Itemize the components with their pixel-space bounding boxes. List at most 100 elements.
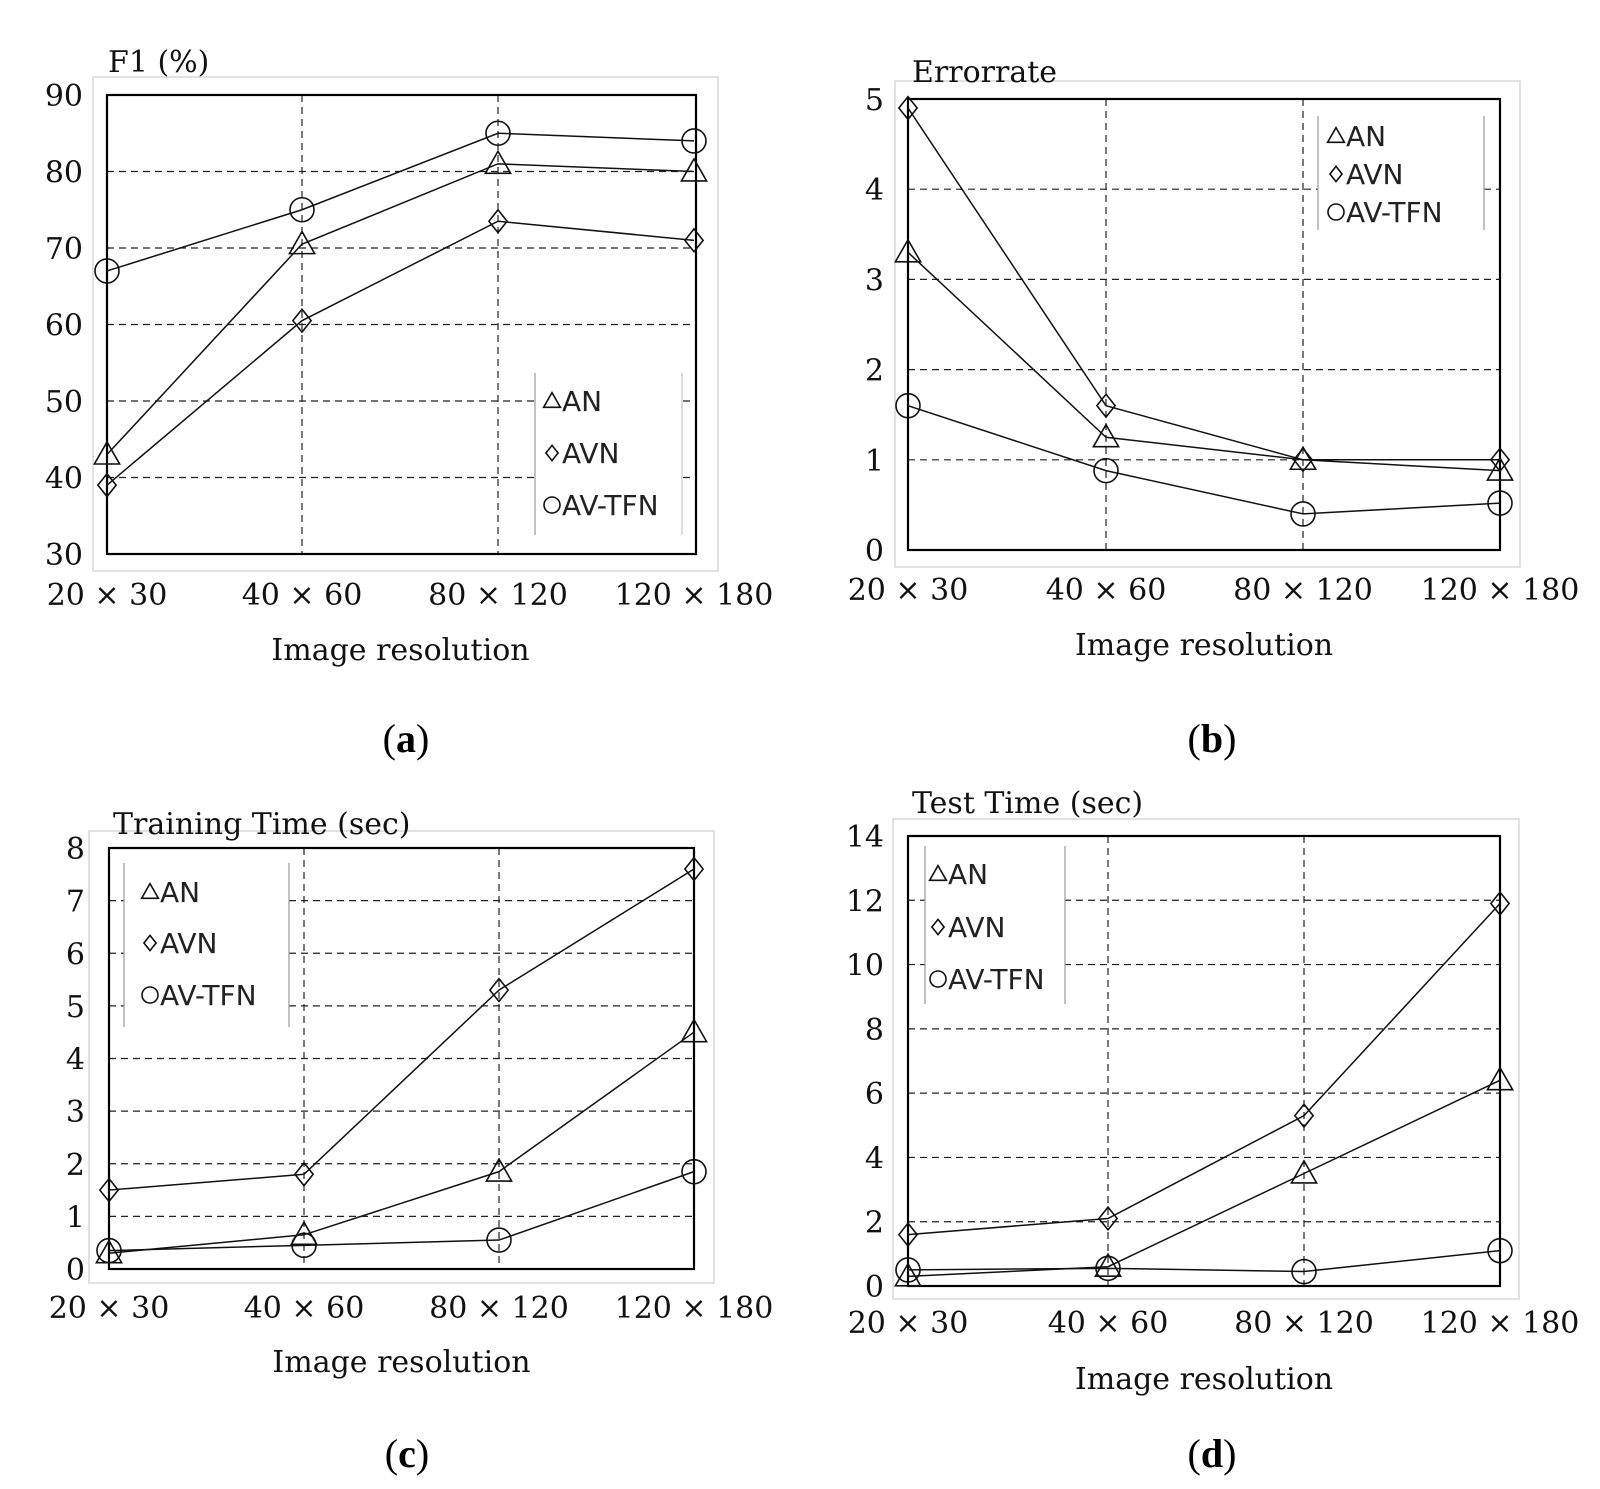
x-tick-label: 120 × 180 [1421,1306,1580,1341]
y-tick-label: 3 [66,1095,85,1130]
legend-marker-an [542,390,562,409]
data-point-av-tfn [1487,1237,1513,1264]
data-point-av-tfn [895,1257,921,1283]
y-tick-label: 2 [865,354,884,389]
x-tick-label: 40 × 60 [244,1291,365,1326]
data-point-avn [98,1177,120,1203]
series-line-an [907,1079,1501,1278]
y-tick-label: 60 [45,309,83,344]
data-point-av-tfn [1290,501,1316,527]
chart-a: 30 40 50 60 70 80 90 20 × 30 40 × 60 80 × 120 120 … [45,45,774,761]
plot-area [906,97,1502,552]
data-point-avn [897,1221,919,1248]
outer-frame [892,818,1520,1300]
data-point-an [1092,423,1120,448]
y-tick-label: 8 [66,832,85,867]
data-point-avn [291,307,313,334]
series-line-avn [907,902,1501,1236]
x-tick-label: 40 × 60 [1046,573,1167,608]
axis-title: Training Time (sec) [113,807,411,842]
data-point-avn [488,977,510,1003]
legend-label-an: AN [1346,120,1386,153]
axis-title: F1 (%) [108,45,209,80]
data-point-avn [1489,447,1511,473]
x-tick-label: 20 × 30 [47,578,168,613]
legend: AN AVN AV-TFN [123,863,290,1027]
data-point-an [1290,1159,1318,1184]
y-tick-label: 1 [66,1200,85,1235]
x-tick-label: 120 × 180 [615,1291,774,1326]
data-point-an [1094,1252,1122,1277]
series-line-avn [106,220,695,486]
legend-marker-av-tfn [1327,203,1345,221]
legend-marker-av-tfn [929,970,947,988]
series-line-av-tfn [106,132,695,272]
data-point-av-tfn [681,1158,707,1185]
x-axis-label: Image resolution [1075,1362,1333,1397]
panel-caption: (d) [1188,1431,1237,1476]
legend-label-av-tfn: AV-TFN [160,979,257,1012]
x-axis-label: Image resolution [272,1345,530,1380]
legend: AN AVN AV-TFN [924,846,1066,1004]
data-point-av-tfn [681,128,707,154]
data-point-an [680,157,708,182]
series-line-avn [907,107,1500,461]
y-tick-label: 4 [865,173,884,208]
data-point-avn [1095,392,1117,419]
x-tick-label: 20 × 30 [49,1291,170,1326]
plot-area [906,834,1502,1288]
x-axis-label: Image resolution [271,633,529,668]
legend-marker-avn [544,444,560,462]
x-axis-label: Image resolution [1075,628,1333,663]
legend-marker-av-tfn [543,496,561,514]
x-tick-label: 80 × 120 [1234,1306,1374,1341]
data-point-avn [1097,1205,1119,1232]
outer-frame [88,830,715,1284]
y-tick-label: 70 [45,232,83,267]
y-tick-label: 4 [66,1043,85,1078]
data-point-an [894,238,922,263]
plot-area [105,93,698,556]
y-tick-label: 14 [846,820,884,855]
plot-area [107,846,696,1271]
data-point-av-tfn [291,1232,317,1259]
y-tick-label: 6 [865,1077,884,1112]
y-tick-label: 0 [865,534,884,569]
legend-label-avn: AVN [562,437,619,470]
y-tick-label: 6 [66,937,85,972]
y-tick-label: 90 [45,79,83,114]
data-point-av-tfn [1095,1255,1121,1282]
legend-background [925,846,1065,1004]
data-point-av-tfn [1291,1258,1317,1285]
y-tick-label: 0 [865,1270,884,1305]
legend-marker-an [140,881,160,900]
series-line-avn [108,868,695,1191]
legend-marker-an [1326,125,1346,144]
y-tick-label: 2 [66,1148,85,1183]
data-point-an [894,1262,922,1287]
legend-label-an: AN [160,876,200,909]
outer-frame [92,76,719,572]
x-tick-label: 120 × 180 [1421,573,1580,608]
legend-label-avn: AVN [160,927,217,960]
data-point-avn [1292,447,1314,473]
legend-background [1318,116,1484,230]
data-point-avn [1489,890,1511,917]
legend: AN AVN AV-TFN [534,373,683,535]
data-point-an [1486,456,1514,481]
y-tick-label: 5 [66,990,85,1025]
data-point-av-tfn [94,258,120,284]
legend-label-av-tfn: AV-TFN [562,489,659,522]
y-tick-label: 80 [45,156,83,191]
legend-marker-av-tfn [141,986,159,1004]
axis-title: Errorrate [912,55,1057,90]
y-tick-label: 7 [66,885,85,920]
legend-label-avn: AVN [1346,158,1403,191]
data-point-av-tfn [485,120,511,147]
data-point-av-tfn [1093,457,1119,484]
data-point-an [680,1017,708,1043]
panel-caption: (b) [1188,716,1237,761]
series-line-av-tfn [907,1249,1501,1273]
legend-label-av-tfn: AV-TFN [948,963,1045,996]
